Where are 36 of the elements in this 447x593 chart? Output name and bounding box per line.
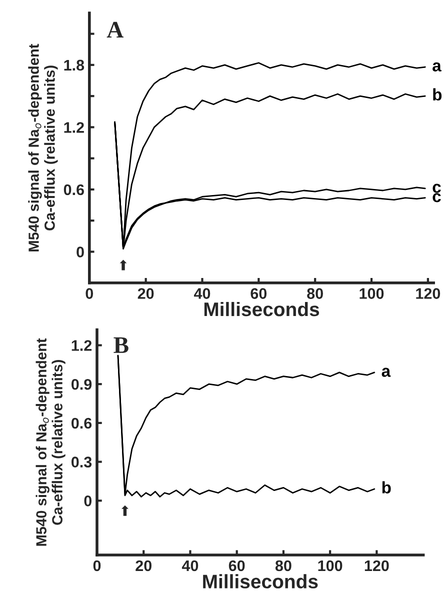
x-tick-label: 20 (136, 560, 152, 572)
y-axis-title: M540 signal of Na$_{o}$-dependent Ca-efflux (relative units) (36, 338, 66, 546)
series-label: b (382, 481, 391, 494)
x-tick-label: 40 (194, 288, 210, 299)
y-tick-label: 1.8 (64, 60, 84, 71)
x-tick-label: 40 (182, 560, 198, 572)
series-label: c (432, 193, 441, 202)
x-tick-label: 80 (275, 560, 292, 572)
series-label: a (382, 368, 391, 377)
chart-title: A (106, 22, 124, 38)
y-tick-label: 1.2 (64, 122, 84, 133)
y-tick-label: 0.6 (72, 418, 92, 429)
x-tick-label: 120 (416, 288, 440, 299)
chart-title: B (114, 337, 128, 353)
series-label: a (432, 62, 442, 72)
y-tick-label: 0.3 (72, 456, 92, 468)
x-tick-label: 60 (250, 288, 267, 299)
x-tick-label: 60 (228, 560, 245, 572)
x-tick-label: 80 (307, 288, 323, 299)
y-tick-label: 0.6 (64, 184, 84, 196)
y-axis-title: M540 signal of Na$_{o}$-dependent Ca-efflux (relative units) (28, 44, 58, 252)
y-tick-label: 1.2 (72, 340, 92, 351)
x-axis-title: Milliseconds (204, 302, 320, 316)
y-tick-label: 0 (76, 246, 84, 258)
x-tick-label: 20 (138, 288, 154, 299)
x-tick-label: 120 (364, 560, 389, 572)
x-tick-label: 100 (318, 560, 342, 572)
x-tick-label: 100 (360, 288, 384, 299)
series-label: b (433, 88, 442, 101)
y-tick-label: 0.9 (72, 378, 92, 390)
x-axis-title: Milliseconds (203, 574, 318, 588)
series-label: c (432, 184, 441, 193)
y-tick-label: 0 (84, 496, 92, 506)
x-tick-label: 0 (93, 560, 101, 572)
annotation: ⬆ (122, 505, 128, 516)
annotation: ⬆ (120, 260, 127, 270)
